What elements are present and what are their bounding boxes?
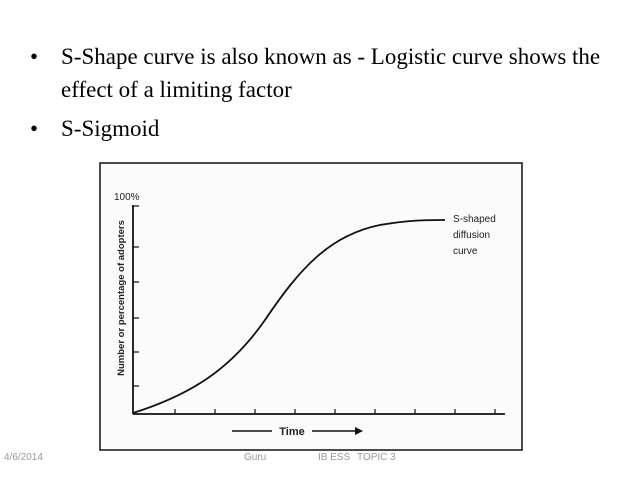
curve-label: diffusion [453,230,490,241]
x-axis-label: Time [279,426,304,438]
footer-topic: TOPIC 3 [357,452,396,463]
footer-date: 4/6/2014 [4,452,43,463]
y-axis-label: Number or percentage of adopters [116,220,127,376]
bullet: • S-Sigmoid [30,112,620,145]
curve-label: curve [453,246,478,257]
footer-author: Guru [244,452,267,463]
s-curve [132,219,446,414]
figure-frame [99,162,523,451]
bullet-text: S-Sigmoid [61,116,160,141]
curve-label: S-shaped [453,214,496,225]
y-tick-label: 100% [114,192,140,203]
footer-course: IB ESS [318,452,351,463]
axis-ticks [133,205,496,414]
bullet: • S-Shape curve is also known as - Logist… [30,40,620,106]
bullet-text: S-Shape curve is also known as - Logisti… [61,44,601,102]
arrow-head [355,427,363,435]
